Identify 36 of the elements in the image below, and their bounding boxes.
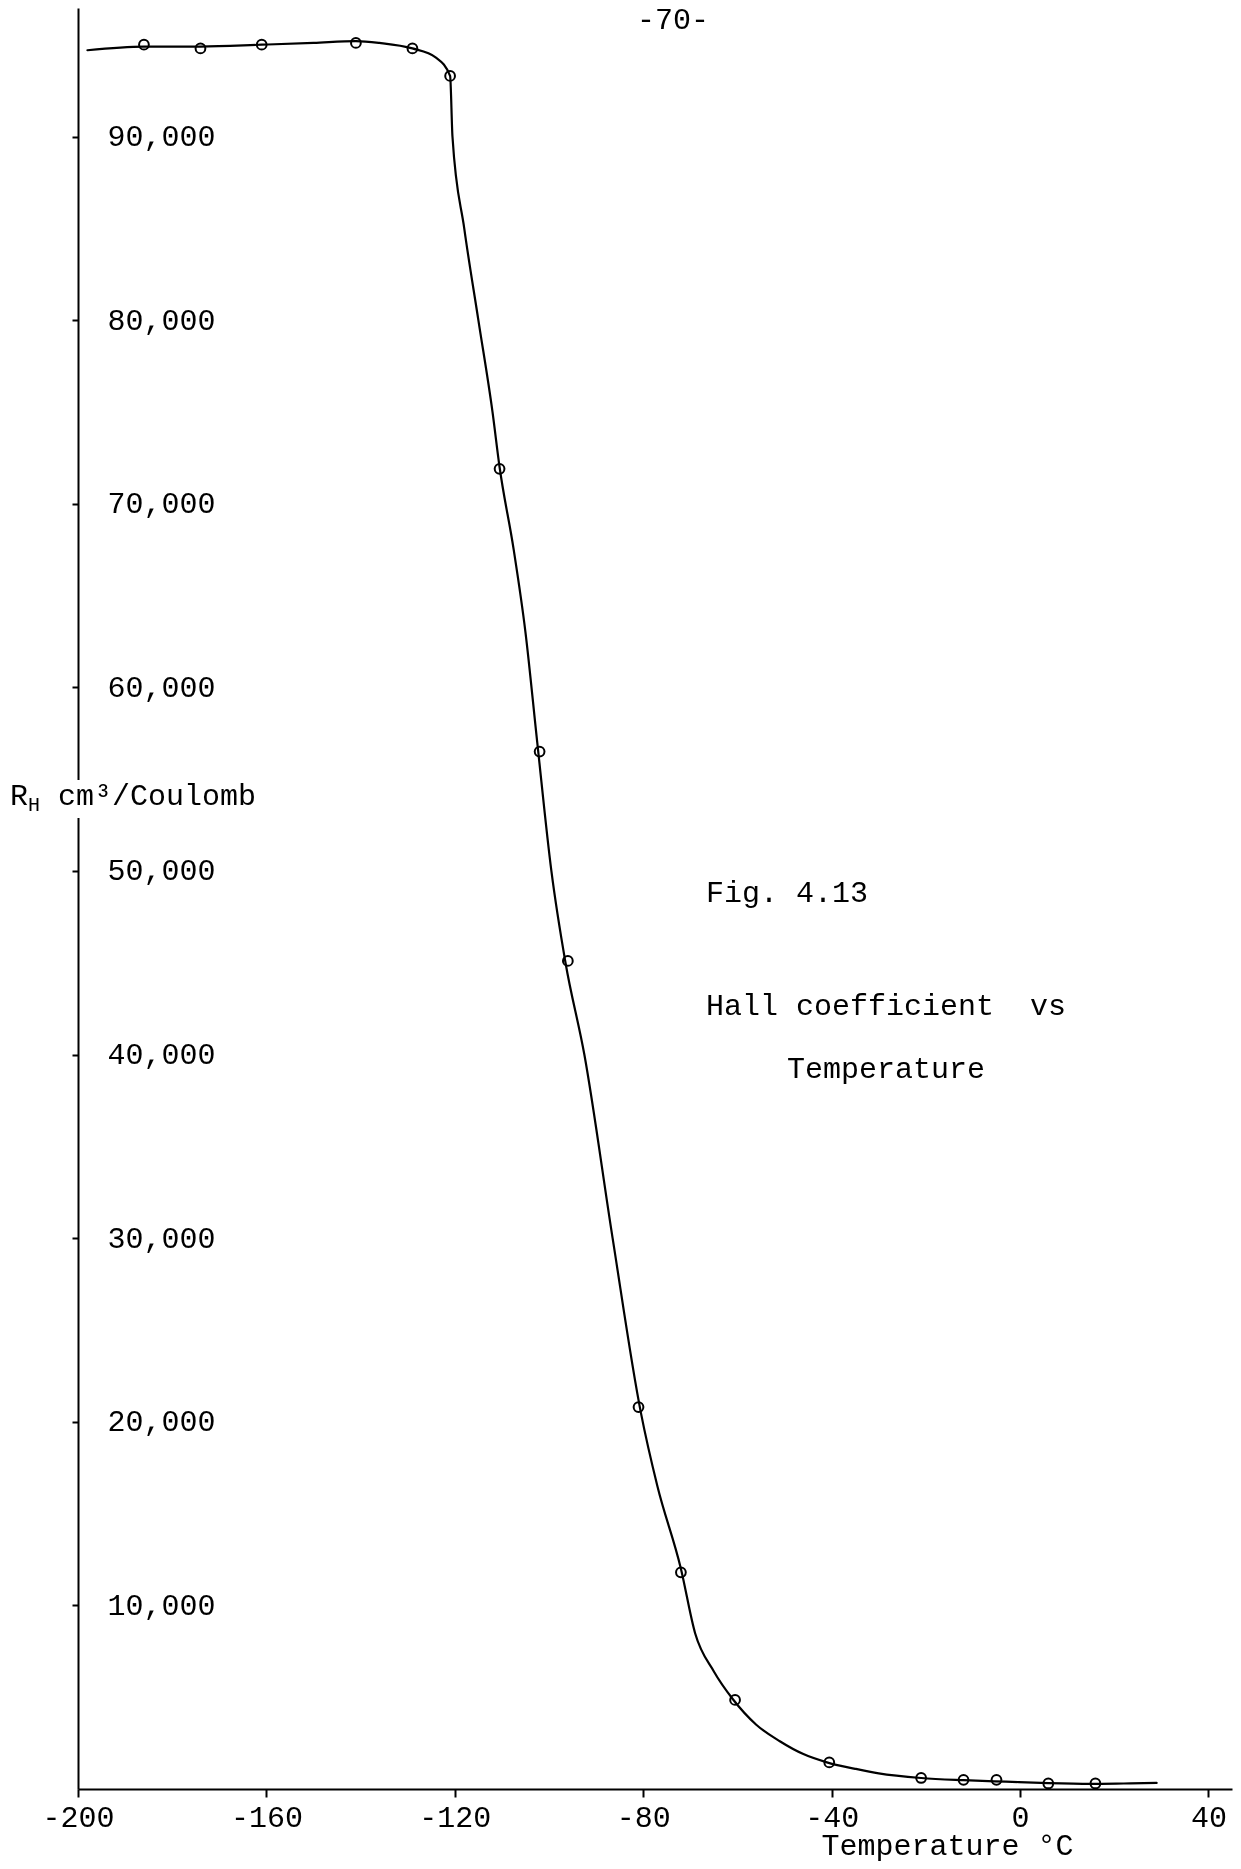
y-tick-label: 10,000 (107, 1589, 216, 1624)
y-axis-title: R$_{H}$ cm³/Coulomb (8, 780, 259, 818)
point (957, 1773, 970, 1786)
y-tick-label: 40,000 (107, 1039, 216, 1074)
y-tick-label: 20,000 (107, 1406, 216, 1441)
point (990, 1773, 1003, 1786)
x-tick-label: -80 (616, 1801, 671, 1836)
point (194, 42, 207, 55)
y-tick-label: 60,000 (107, 671, 216, 706)
point (632, 1401, 645, 1413)
x-tick-label: -120 (419, 1801, 492, 1836)
point (406, 42, 419, 55)
point (675, 1566, 687, 1579)
point (138, 38, 150, 51)
y-tick-label: 50,000 (107, 855, 216, 890)
point (823, 1756, 836, 1769)
annotation: -70- (637, 4, 710, 38)
y-tick-label: 70,000 (107, 488, 216, 523)
x-tick-label: -160 (230, 1801, 303, 1836)
point (255, 38, 268, 51)
x-tick-label: -200 (42, 1801, 115, 1836)
point (561, 955, 574, 967)
text: Fig. 4.13 (706, 877, 869, 911)
y-tick-label: 30,000 (107, 1222, 216, 1257)
point (444, 70, 456, 82)
point (350, 37, 362, 49)
point (915, 1772, 927, 1784)
point (729, 1694, 741, 1706)
point (493, 462, 506, 475)
y-tick-label: 90,000 (107, 121, 216, 156)
point (533, 745, 546, 758)
point (1042, 1777, 1055, 1790)
point (1089, 1777, 1102, 1790)
x-tick-label: 40 (1190, 1801, 1227, 1836)
text: Hall coefficient vs Temperature (706, 989, 1067, 1089)
y-tick-label: 80,000 (107, 304, 216, 339)
